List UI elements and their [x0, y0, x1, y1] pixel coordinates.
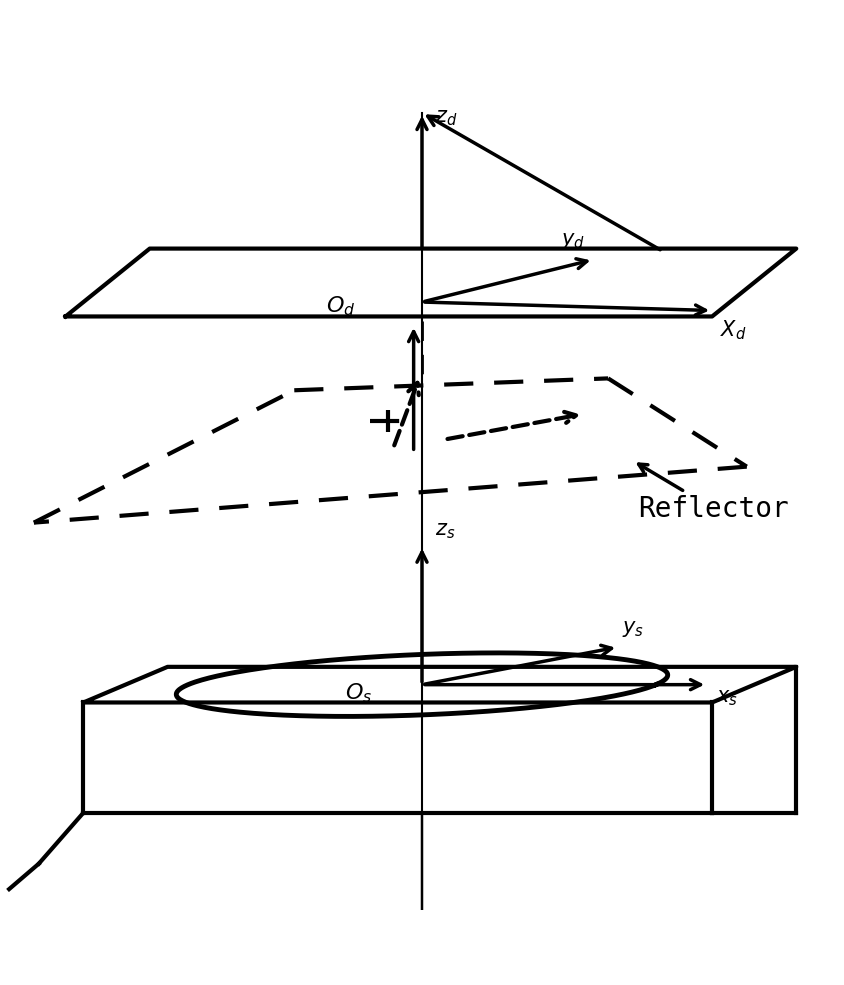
Text: $z_s$: $z_s$ — [435, 522, 455, 542]
Text: $O_d$: $O_d$ — [326, 295, 355, 318]
Text: $y_s$: $y_s$ — [622, 619, 645, 638]
Text: Reflector: Reflector — [638, 464, 788, 523]
Text: $X_d$: $X_d$ — [721, 319, 747, 343]
Text: $z_d$: $z_d$ — [435, 108, 457, 128]
Text: $y_d$: $y_d$ — [560, 231, 585, 251]
Text: $O_s$: $O_s$ — [344, 682, 372, 705]
Text: $x_s$: $x_s$ — [716, 689, 738, 708]
